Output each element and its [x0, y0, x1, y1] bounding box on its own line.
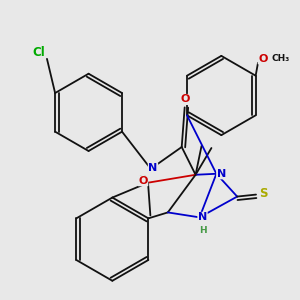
Text: CH₃: CH₃ — [272, 54, 290, 63]
Text: Cl: Cl — [33, 46, 45, 59]
Text: O: O — [181, 94, 190, 104]
Text: S: S — [259, 187, 267, 200]
Text: H: H — [199, 226, 206, 235]
Text: O: O — [138, 176, 148, 186]
Text: N: N — [148, 163, 158, 173]
Text: N: N — [217, 169, 226, 179]
Text: O: O — [258, 54, 268, 64]
Text: H: H — [138, 175, 146, 184]
Text: N: N — [198, 212, 207, 222]
